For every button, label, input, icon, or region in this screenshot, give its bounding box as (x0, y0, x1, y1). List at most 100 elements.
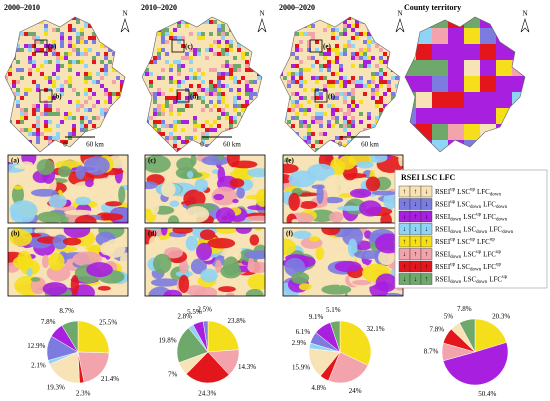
map-cell (157, 136, 161, 140)
map-cell (68, 52, 72, 56)
map-cell (395, 44, 399, 48)
map-cell (24, 80, 28, 84)
map-cell (209, 128, 213, 132)
legend-label-part: down (470, 205, 482, 210)
map-cell (335, 56, 339, 60)
map-cell (177, 56, 181, 60)
map-cell (249, 88, 253, 92)
map-cell (331, 144, 335, 148)
map-cell (512, 60, 525, 76)
map-cell (157, 108, 161, 112)
inset-patch (100, 241, 115, 256)
inset-fill (8, 155, 128, 223)
map-cell (209, 140, 213, 144)
map-cell (92, 80, 96, 84)
map-cell (52, 80, 56, 84)
map-cell (185, 104, 189, 108)
map-cell (173, 40, 177, 44)
map-fill (137, 12, 262, 152)
map-cell (48, 140, 52, 144)
map-cell (141, 12, 145, 16)
map-cell (363, 124, 367, 128)
map-cell (205, 148, 209, 152)
map-cell (391, 96, 395, 100)
map-cell (343, 52, 347, 56)
map-cell (291, 76, 295, 80)
map-cell (283, 40, 287, 44)
map-cell (189, 84, 193, 88)
map-cell (116, 52, 120, 56)
pie-label: 50.4% (478, 390, 496, 398)
map-cell (76, 108, 80, 112)
map-cell (225, 32, 229, 36)
map-cell (432, 156, 448, 172)
inset-panel: (e) (282, 154, 404, 224)
legend-label: RSEIup LSCup LFCdown (435, 188, 501, 198)
map-cell (142, 104, 145, 108)
map-cell (36, 136, 40, 140)
legend-label-part: RSEI (435, 250, 451, 258)
map-cell (145, 92, 149, 96)
map-cell (28, 48, 32, 52)
map-cell (36, 128, 40, 132)
map-cell (245, 52, 249, 56)
inset-patch (255, 189, 265, 207)
inset-patch (190, 155, 197, 166)
map-cell (84, 92, 88, 96)
map-cell (233, 104, 237, 108)
map-cell (283, 136, 287, 140)
map-cell (359, 76, 363, 80)
map-cell (283, 124, 287, 128)
map-cell (104, 68, 108, 72)
map-cell (145, 24, 149, 28)
map-cell (403, 16, 407, 20)
map-cell (68, 36, 72, 40)
inset-patch (321, 284, 352, 295)
map-cell (343, 44, 347, 48)
map-cell (307, 56, 311, 60)
map-cell (335, 72, 339, 76)
map-cell (48, 32, 52, 36)
map-cell (331, 104, 335, 108)
map-cell (343, 116, 347, 120)
map-cell (145, 116, 149, 120)
inset-panel: (f) (282, 227, 404, 297)
inset-patch (9, 200, 38, 220)
map-cell (40, 40, 44, 44)
map-cell (496, 140, 512, 152)
map-cell (137, 132, 141, 136)
map-cell (120, 100, 124, 104)
map-cell (391, 112, 395, 116)
map-cell (241, 52, 245, 56)
legend-swatch (420, 210, 433, 223)
map-cell (347, 124, 351, 128)
map-cell (295, 116, 299, 120)
inset-frame (144, 227, 266, 297)
map-cell (311, 144, 315, 148)
inset-patch (196, 242, 212, 261)
inset-patch (247, 274, 265, 291)
map-cell (351, 44, 355, 48)
map-cell (335, 48, 339, 52)
map-cell (323, 17, 327, 20)
legend: RSEI LSC LFC↑ ↑ ↓ RSEIup LSCup LFCdown↑ ↓ ↓ RSEI… (394, 169, 548, 289)
map-cell (221, 48, 225, 52)
map-cell (287, 80, 291, 84)
map-cell (193, 72, 197, 76)
map-cell (8, 24, 12, 28)
map-cell (299, 76, 303, 80)
map-cell (261, 120, 262, 124)
map-cell (233, 116, 237, 120)
map-cell (80, 44, 84, 48)
map-cell (0, 136, 4, 140)
map-cell (221, 24, 225, 28)
map-cell (84, 24, 88, 28)
map-cell (405, 60, 416, 76)
map-cell (395, 136, 399, 140)
map-cell (355, 80, 359, 84)
map-cell (280, 52, 283, 56)
map-cell (367, 80, 371, 84)
map-cell (137, 96, 141, 100)
map-cell (92, 124, 96, 128)
map-cell (193, 52, 197, 56)
